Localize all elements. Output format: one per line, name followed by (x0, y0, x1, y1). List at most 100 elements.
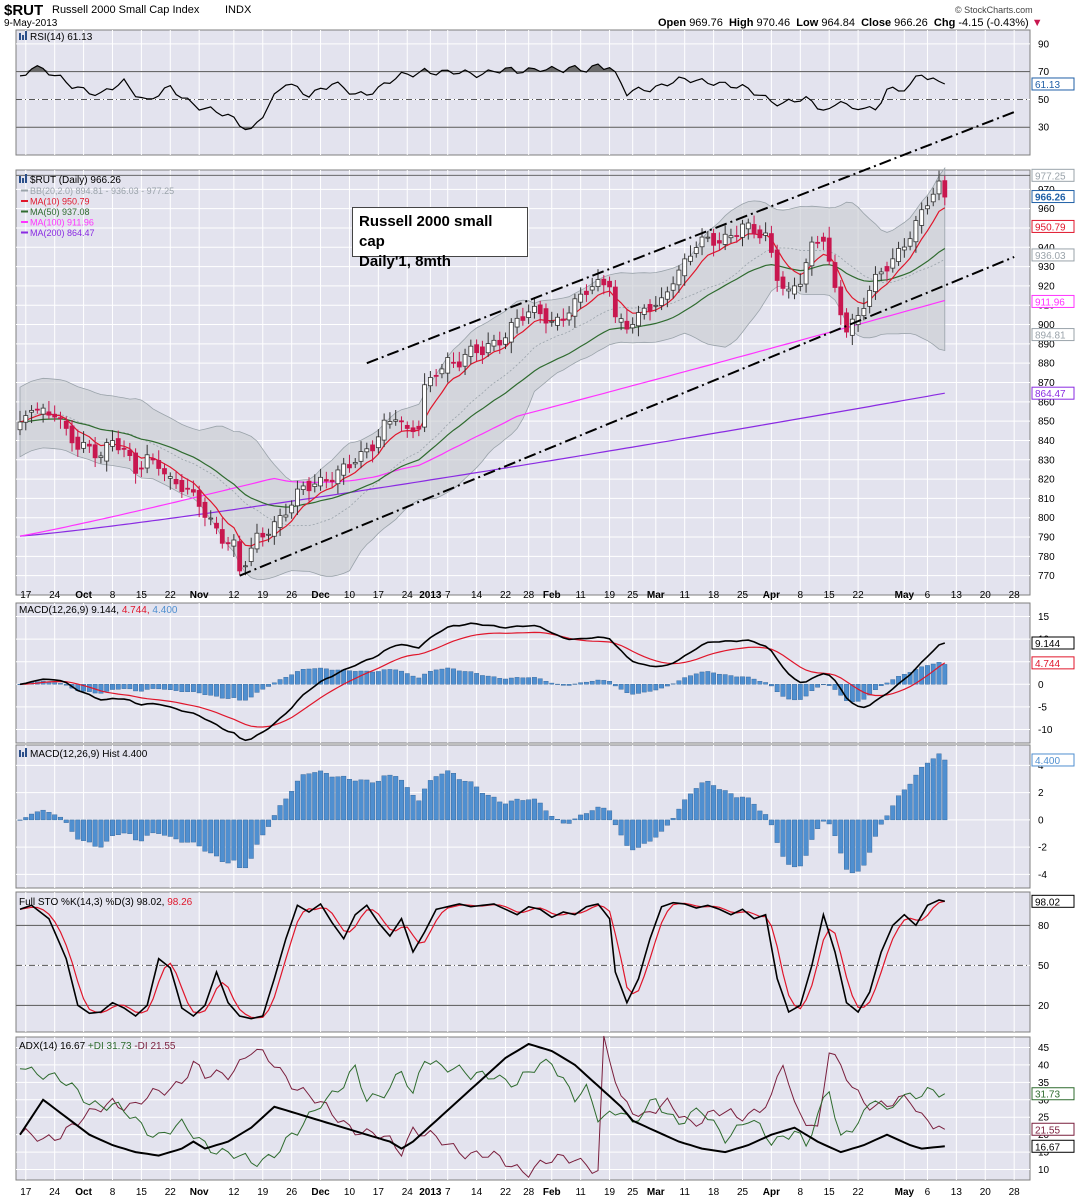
candle-body (86, 443, 92, 447)
value-tag-text: 21.55 (1035, 1125, 1060, 1136)
hist-bar (185, 819, 191, 843)
stockcharts-watermark: © StockCharts.com (955, 5, 1033, 15)
x-tick-label: 24 (402, 590, 414, 601)
hist-bar (312, 772, 318, 821)
macd-hist-bar (503, 678, 508, 685)
candle-body (514, 317, 520, 328)
x-tick-label: 2013 (419, 1187, 442, 1198)
hist-bar (468, 781, 474, 821)
macd-hist-bar (52, 682, 58, 685)
hist-bar (474, 786, 480, 821)
hist-bar (40, 809, 46, 821)
panel-label-part: 98.26 (164, 897, 192, 908)
hist-bar (248, 819, 254, 859)
macd-hist-bar (156, 684, 162, 690)
mini-chart-icon (22, 178, 24, 183)
candle-body (456, 361, 462, 368)
hist-bar (196, 819, 202, 847)
macd-hist-bar (231, 684, 237, 698)
mini-chart-icon (25, 31, 27, 40)
macd-hist-bar (133, 684, 138, 692)
macd-hist-bar (121, 684, 127, 689)
candle-body (17, 421, 23, 431)
y-tick-label: -2 (1038, 843, 1047, 854)
hist-bar (855, 819, 861, 872)
candle-body (40, 407, 46, 415)
price-legend-entry: BB(20,2.0) 894.81 - 936.03 - 977.25 (30, 186, 174, 196)
hist-bar (352, 780, 358, 821)
candle-body (769, 233, 774, 253)
x-tick-label: 17 (373, 590, 385, 601)
macd-hist-bar (774, 684, 780, 693)
y-tick-label: 770 (1038, 571, 1055, 582)
candle-body (462, 353, 468, 367)
candle-body (306, 480, 312, 492)
candle-body (144, 454, 150, 469)
macd-hist-bar (526, 677, 532, 685)
x-tick-label: 2013 (419, 590, 442, 601)
hist-bar (699, 782, 705, 821)
value-tag (1031, 894, 1075, 908)
macd-hist-bar (306, 668, 312, 685)
mini-chart-icon (19, 750, 21, 757)
y-tick-label: 15 (1038, 612, 1050, 623)
x-tick-label: 10 (344, 590, 356, 601)
hist-bar (682, 799, 688, 821)
hist-bar (133, 819, 139, 841)
candle-body (896, 248, 901, 262)
macd-hist-bar (289, 674, 295, 685)
hist-bar (69, 819, 75, 832)
mini-chart-icon (25, 174, 27, 183)
candle-body (734, 235, 740, 237)
macd-hist-bar (225, 684, 231, 699)
hist-bar (583, 813, 589, 821)
y-tick-label: 20 (1038, 1001, 1050, 1012)
y-tick-label: 920 (1038, 281, 1055, 292)
hist-bar (81, 819, 87, 841)
hist-bar (422, 788, 428, 821)
panel-label-part: +DI 31.73 (85, 1041, 132, 1052)
macd-hist-bar (786, 684, 792, 700)
macd-hist-bar (260, 684, 266, 690)
candle-body (647, 304, 653, 312)
hist-bar (757, 810, 763, 821)
candle-body (711, 233, 716, 246)
macd-hist-bar (826, 684, 832, 686)
hist-bar (381, 775, 387, 821)
macd-hist-bar (462, 671, 468, 685)
x-tick-label: 25 (737, 590, 749, 601)
x-tick-label: 7 (445, 1187, 451, 1198)
candle-body (312, 483, 318, 487)
hist-bar (283, 798, 289, 821)
hist-bar (641, 819, 647, 844)
candle-body (688, 255, 693, 262)
candle-body (289, 504, 295, 514)
value-tag (1031, 656, 1075, 670)
macd-hist-bar (491, 676, 497, 685)
candle-body (555, 316, 560, 326)
open-value: 969.76 (689, 17, 723, 29)
x-tick-label: 13 (951, 1187, 963, 1198)
mini-chart-icon (22, 35, 24, 40)
x-tick-label: Dec (311, 1187, 330, 1198)
price-legend-entry: MA(50) 937.08 (30, 207, 90, 217)
hist-bar (57, 816, 63, 821)
hist-bar (919, 766, 925, 821)
hist-bar (578, 814, 584, 821)
hist-bar (624, 819, 630, 846)
hist-bar (589, 810, 595, 821)
header-exchange: INDX (225, 4, 252, 16)
candle-body (451, 361, 456, 364)
macd-hist-bar (757, 681, 763, 685)
macd-hist-bar (601, 680, 607, 685)
adx-line (19, 1042, 945, 1157)
y-tick-label: 850 (1038, 417, 1055, 428)
y-tick-label: 940 (1038, 243, 1055, 254)
macd-hist-bar (716, 673, 722, 685)
candle-body (572, 298, 578, 317)
hist-bar (445, 770, 451, 821)
candle-body (838, 286, 844, 316)
candle-body (127, 449, 133, 457)
value-tag-text: 16.67 (1035, 1142, 1060, 1153)
